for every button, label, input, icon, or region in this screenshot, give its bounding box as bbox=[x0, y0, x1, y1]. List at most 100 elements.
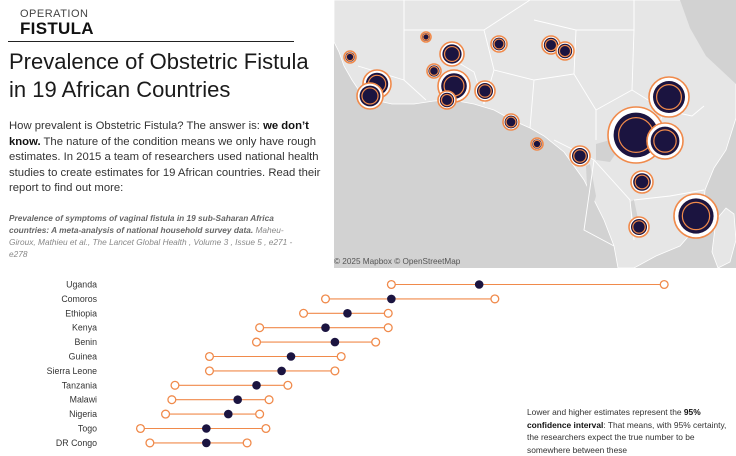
bubble-lower-ring bbox=[443, 45, 461, 63]
lower-estimate-point[interactable] bbox=[320, 294, 331, 304]
chart-row: Benin bbox=[75, 337, 381, 347]
chart-row: Comoros bbox=[61, 294, 500, 304]
estimate-point[interactable] bbox=[286, 352, 296, 361]
operation-fistula-logo[interactable]: OPERATION FISTULA bbox=[20, 8, 94, 38]
chart-row: Ethiopia bbox=[65, 308, 393, 318]
country-bubble[interactable] bbox=[648, 76, 690, 118]
bubble-lower-ring bbox=[573, 149, 587, 163]
upper-estimate-point[interactable] bbox=[371, 337, 381, 347]
intro-text-end: The nature of the condition means we onl… bbox=[9, 135, 321, 195]
intro-text-emphasis: we don’t know. bbox=[9, 120, 309, 148]
lower-estimate-point[interactable] bbox=[386, 279, 396, 290]
citation-title[interactable]: Prevalence of symptoms of vaginal fistul… bbox=[9, 213, 274, 235]
country-label: Sierra Leone bbox=[47, 366, 97, 376]
lower-estimate-point[interactable] bbox=[251, 337, 262, 347]
estimate-point[interactable] bbox=[223, 409, 233, 419]
lower-estimate-point[interactable] bbox=[204, 366, 215, 376]
country-bubble[interactable] bbox=[569, 145, 591, 167]
chart-row: Sierra Leone bbox=[47, 366, 340, 376]
note-text-start: Lower and higher estimates represent the bbox=[527, 407, 684, 417]
map-attribution[interactable]: © 2025 Mapbox © OpenStreetMap bbox=[334, 257, 461, 266]
logo-line-fistula: FISTULA bbox=[20, 19, 94, 38]
country-label: Togo bbox=[78, 424, 97, 434]
bubble-lower-ring bbox=[422, 33, 430, 41]
lower-estimate-point[interactable] bbox=[204, 351, 215, 362]
estimate-point[interactable] bbox=[474, 280, 484, 289]
upper-estimate-point[interactable] bbox=[283, 380, 293, 390]
country-bubble[interactable] bbox=[426, 63, 442, 79]
bubble-estimate bbox=[359, 85, 381, 107]
estimate-point[interactable] bbox=[277, 366, 286, 376]
country-bubble[interactable] bbox=[555, 41, 575, 61]
estimate-point[interactable] bbox=[330, 337, 340, 347]
lower-estimate-point[interactable] bbox=[135, 423, 146, 434]
estimate-point[interactable] bbox=[321, 323, 330, 333]
country-bubble[interactable] bbox=[628, 216, 650, 238]
upper-estimate-point[interactable] bbox=[383, 308, 393, 318]
estimate-point[interactable] bbox=[343, 309, 352, 318]
intro-paragraph: How prevalent is Obstetric Fistula? The … bbox=[9, 119, 329, 197]
country-bubble[interactable] bbox=[490, 35, 508, 53]
bubble-estimate bbox=[633, 173, 651, 191]
country-label: Nigeria bbox=[69, 409, 97, 419]
chart-row: Nigeria bbox=[69, 409, 265, 419]
note-text-end: : That means, with 95% certainty, the re… bbox=[527, 419, 727, 455]
country-bubble[interactable] bbox=[420, 31, 432, 43]
country-label: Malawi bbox=[70, 395, 97, 405]
country-bubble[interactable] bbox=[646, 122, 684, 160]
bubble-lower-ring bbox=[478, 84, 492, 98]
upper-estimate-point[interactable] bbox=[490, 294, 500, 304]
page-title: Prevalence of Obstetric Fistula in 19 Af… bbox=[9, 49, 309, 102]
chart-row: Guinea bbox=[69, 351, 346, 362]
country-label: Guinea bbox=[69, 352, 97, 362]
upper-estimate-point[interactable] bbox=[659, 279, 669, 290]
bubble-lower-ring bbox=[681, 201, 711, 231]
country-label: Uganda bbox=[66, 280, 97, 290]
lower-estimate-point[interactable] bbox=[161, 409, 171, 419]
upper-estimate-point[interactable] bbox=[242, 438, 252, 448]
chart-row: Malawi bbox=[70, 395, 274, 405]
chart-row: Tanzania bbox=[62, 380, 293, 390]
country-bubble[interactable] bbox=[630, 170, 654, 194]
estimate-point[interactable] bbox=[252, 381, 261, 390]
country-bubble[interactable] bbox=[439, 41, 465, 67]
country-bubble[interactable] bbox=[343, 50, 357, 64]
upper-estimate-point[interactable] bbox=[383, 323, 393, 333]
estimate-point[interactable] bbox=[202, 438, 211, 448]
country-label: Comoros bbox=[61, 294, 97, 304]
upper-estimate-point[interactable] bbox=[330, 366, 340, 376]
lower-estimate-point[interactable] bbox=[299, 308, 309, 318]
lower-estimate-point[interactable] bbox=[167, 395, 177, 405]
country-bubble[interactable] bbox=[502, 113, 520, 131]
bubble-lower-ring bbox=[634, 174, 650, 190]
country-bubble[interactable] bbox=[356, 82, 384, 110]
madagascar bbox=[711, 207, 736, 268]
upper-estimate-point[interactable] bbox=[336, 351, 346, 362]
estimate-point[interactable] bbox=[387, 294, 396, 304]
country-label: Ethiopia bbox=[65, 308, 97, 318]
citation[interactable]: Prevalence of symptoms of vaginal fistul… bbox=[9, 212, 309, 260]
bubble-lower-ring bbox=[361, 87, 379, 105]
lower-estimate-point[interactable] bbox=[255, 323, 265, 333]
chart-row: Togo bbox=[78, 423, 271, 434]
bubble-lower-ring bbox=[440, 93, 454, 107]
upper-estimate-point[interactable] bbox=[261, 423, 271, 434]
country-bubble[interactable] bbox=[474, 80, 496, 102]
upper-estimate-point[interactable] bbox=[255, 409, 265, 419]
bubble-estimate bbox=[442, 44, 462, 64]
country-bubble[interactable] bbox=[673, 193, 719, 239]
estimate-point[interactable] bbox=[202, 424, 211, 433]
country-bubble[interactable] bbox=[530, 137, 544, 151]
country-label: DR Congo bbox=[56, 438, 97, 448]
lower-estimate-point[interactable] bbox=[170, 380, 180, 390]
africa-map[interactable] bbox=[334, 0, 736, 268]
bubble-estimate bbox=[678, 198, 714, 234]
estimate-point[interactable] bbox=[233, 395, 242, 405]
citation-details: Maheu-Giroux, Mathieu et al., The Lancet… bbox=[9, 225, 293, 259]
lower-estimate-point[interactable] bbox=[145, 438, 155, 448]
logo-line-operation: OPERATION bbox=[20, 8, 89, 20]
upper-estimate-point[interactable] bbox=[264, 395, 274, 405]
country-bubble[interactable] bbox=[437, 90, 457, 110]
bubble-lower-ring bbox=[505, 116, 517, 128]
country-label: Benin bbox=[75, 337, 98, 347]
